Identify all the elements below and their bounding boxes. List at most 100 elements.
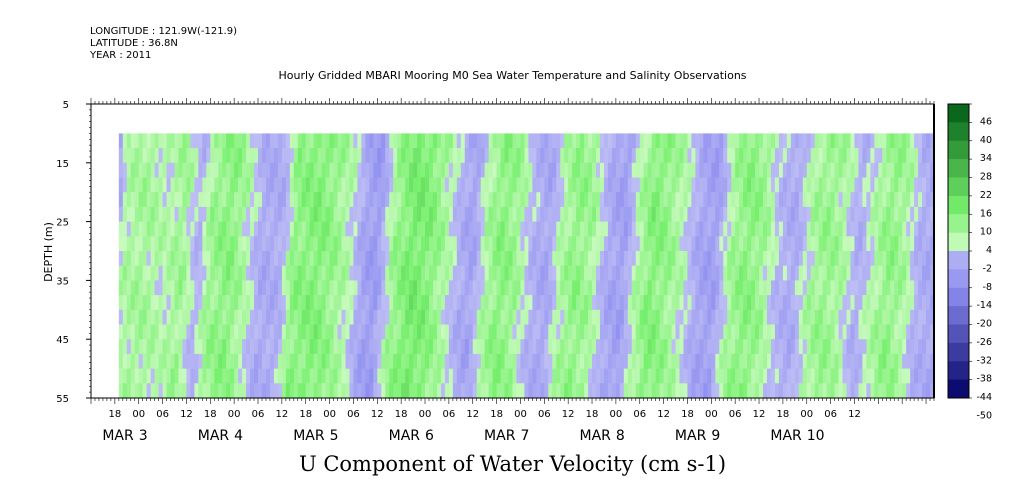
heatmap-cell (766, 192, 772, 208)
heatmap-cell (273, 309, 279, 326)
heatmap-cell (683, 192, 689, 208)
heatmap-cell (584, 133, 589, 149)
heatmap-cell (385, 148, 390, 164)
heatmap-cell (417, 383, 422, 399)
heatmap-cell (699, 148, 704, 164)
heatmap-cell (242, 309, 247, 326)
heatmap-cell (631, 324, 637, 340)
heatmap-cell (695, 265, 700, 281)
heatmap-cell (711, 295, 716, 311)
heatmap-cell (842, 148, 848, 164)
heatmap-cell (516, 162, 522, 179)
heatmap-cell (182, 177, 188, 193)
heatmap-cell (281, 339, 287, 355)
heatmap-cell (448, 324, 454, 340)
heatmap-cell (472, 236, 478, 252)
heatmap-cell (313, 206, 319, 223)
heatmap-cell (679, 206, 685, 223)
heatmap-cell (369, 383, 374, 399)
heatmap-cell (643, 309, 649, 326)
heatmap-cell (763, 368, 768, 384)
heatmap-cell (802, 206, 808, 223)
heatmap-cell (464, 309, 470, 326)
heatmap-cell (667, 265, 673, 281)
heatmap-cell (631, 265, 637, 281)
heatmap-cell (822, 324, 828, 340)
heatmap-cell (468, 309, 474, 326)
heatmap-cell (464, 221, 470, 237)
heatmap-cell (759, 133, 764, 149)
heatmap-cell (218, 192, 223, 208)
heatmap-cell (826, 324, 832, 340)
heatmap-cell (544, 206, 549, 223)
heatmap-cell (759, 309, 764, 326)
heatmap-cell (878, 133, 883, 149)
heatmap-cell (854, 206, 860, 223)
heatmap-cell (910, 368, 915, 384)
heatmap-cell (432, 339, 438, 355)
heatmap-cell (890, 280, 895, 296)
x-hour-label: 18 (681, 409, 694, 420)
heatmap-cell (691, 251, 697, 267)
heatmap-cell (806, 236, 812, 252)
heatmap-cell (468, 383, 474, 399)
heatmap-cell (285, 295, 291, 311)
heatmap-cell (500, 148, 506, 164)
heatmap-cell (397, 206, 402, 223)
heatmap-cell (417, 162, 422, 179)
heatmap-cell (770, 324, 776, 340)
heatmap-cell (500, 368, 506, 384)
heatmap-cell (158, 236, 164, 252)
heatmap-cell (782, 133, 788, 149)
heatmap-cell (460, 133, 466, 149)
heatmap-cell (564, 206, 569, 223)
heatmap-cell (532, 251, 537, 267)
heatmap-cell (898, 339, 903, 355)
heatmap-cell (719, 324, 724, 340)
heatmap-cell (381, 339, 386, 355)
heatmap-cell (655, 192, 661, 208)
heatmap-cell (635, 353, 641, 370)
heatmap-cell (850, 324, 856, 340)
heatmap-cell (902, 295, 907, 311)
heatmap-cell (786, 324, 792, 340)
heatmap-cell (158, 309, 164, 326)
heatmap-cell (293, 251, 299, 267)
heatmap-cell (365, 133, 370, 149)
heatmap-cell (182, 383, 188, 399)
heatmap-cell (373, 295, 378, 311)
heatmap-cell (230, 295, 235, 311)
heatmap-cell (778, 133, 784, 149)
heatmap-cell (862, 339, 867, 355)
heatmap-cell (683, 177, 689, 193)
heatmap-cell (870, 236, 875, 252)
heatmap-cell (301, 324, 307, 340)
heatmap-cell (226, 206, 231, 223)
heatmap-cell (759, 383, 764, 399)
heatmap-cell (317, 353, 323, 370)
heatmap-cell (731, 339, 736, 355)
heatmap-cell (226, 265, 231, 281)
heatmap-cell (635, 192, 641, 208)
heatmap-cell (317, 368, 323, 384)
heatmap-cell (806, 324, 812, 340)
heatmap-cell (898, 133, 903, 149)
heatmap-cell (596, 133, 601, 149)
heatmap-cell (329, 192, 335, 208)
heatmap-cell (723, 324, 728, 340)
heatmap-cell (265, 177, 271, 193)
heatmap-cell (790, 251, 796, 267)
heatmap-cell (385, 221, 390, 237)
heatmap-cell (524, 368, 530, 384)
heatmap-cell (528, 162, 533, 179)
x-day-month: MAR (293, 428, 325, 444)
heatmap-cell (281, 368, 287, 384)
heatmap-cell (842, 162, 848, 179)
heatmap-cell (178, 236, 184, 252)
heatmap-cell (552, 251, 557, 267)
heatmap-cell (770, 295, 776, 311)
heatmap-cell (285, 206, 291, 223)
heatmap-cell (162, 368, 168, 384)
heatmap-cell (345, 162, 351, 179)
heatmap-cell (182, 206, 188, 223)
